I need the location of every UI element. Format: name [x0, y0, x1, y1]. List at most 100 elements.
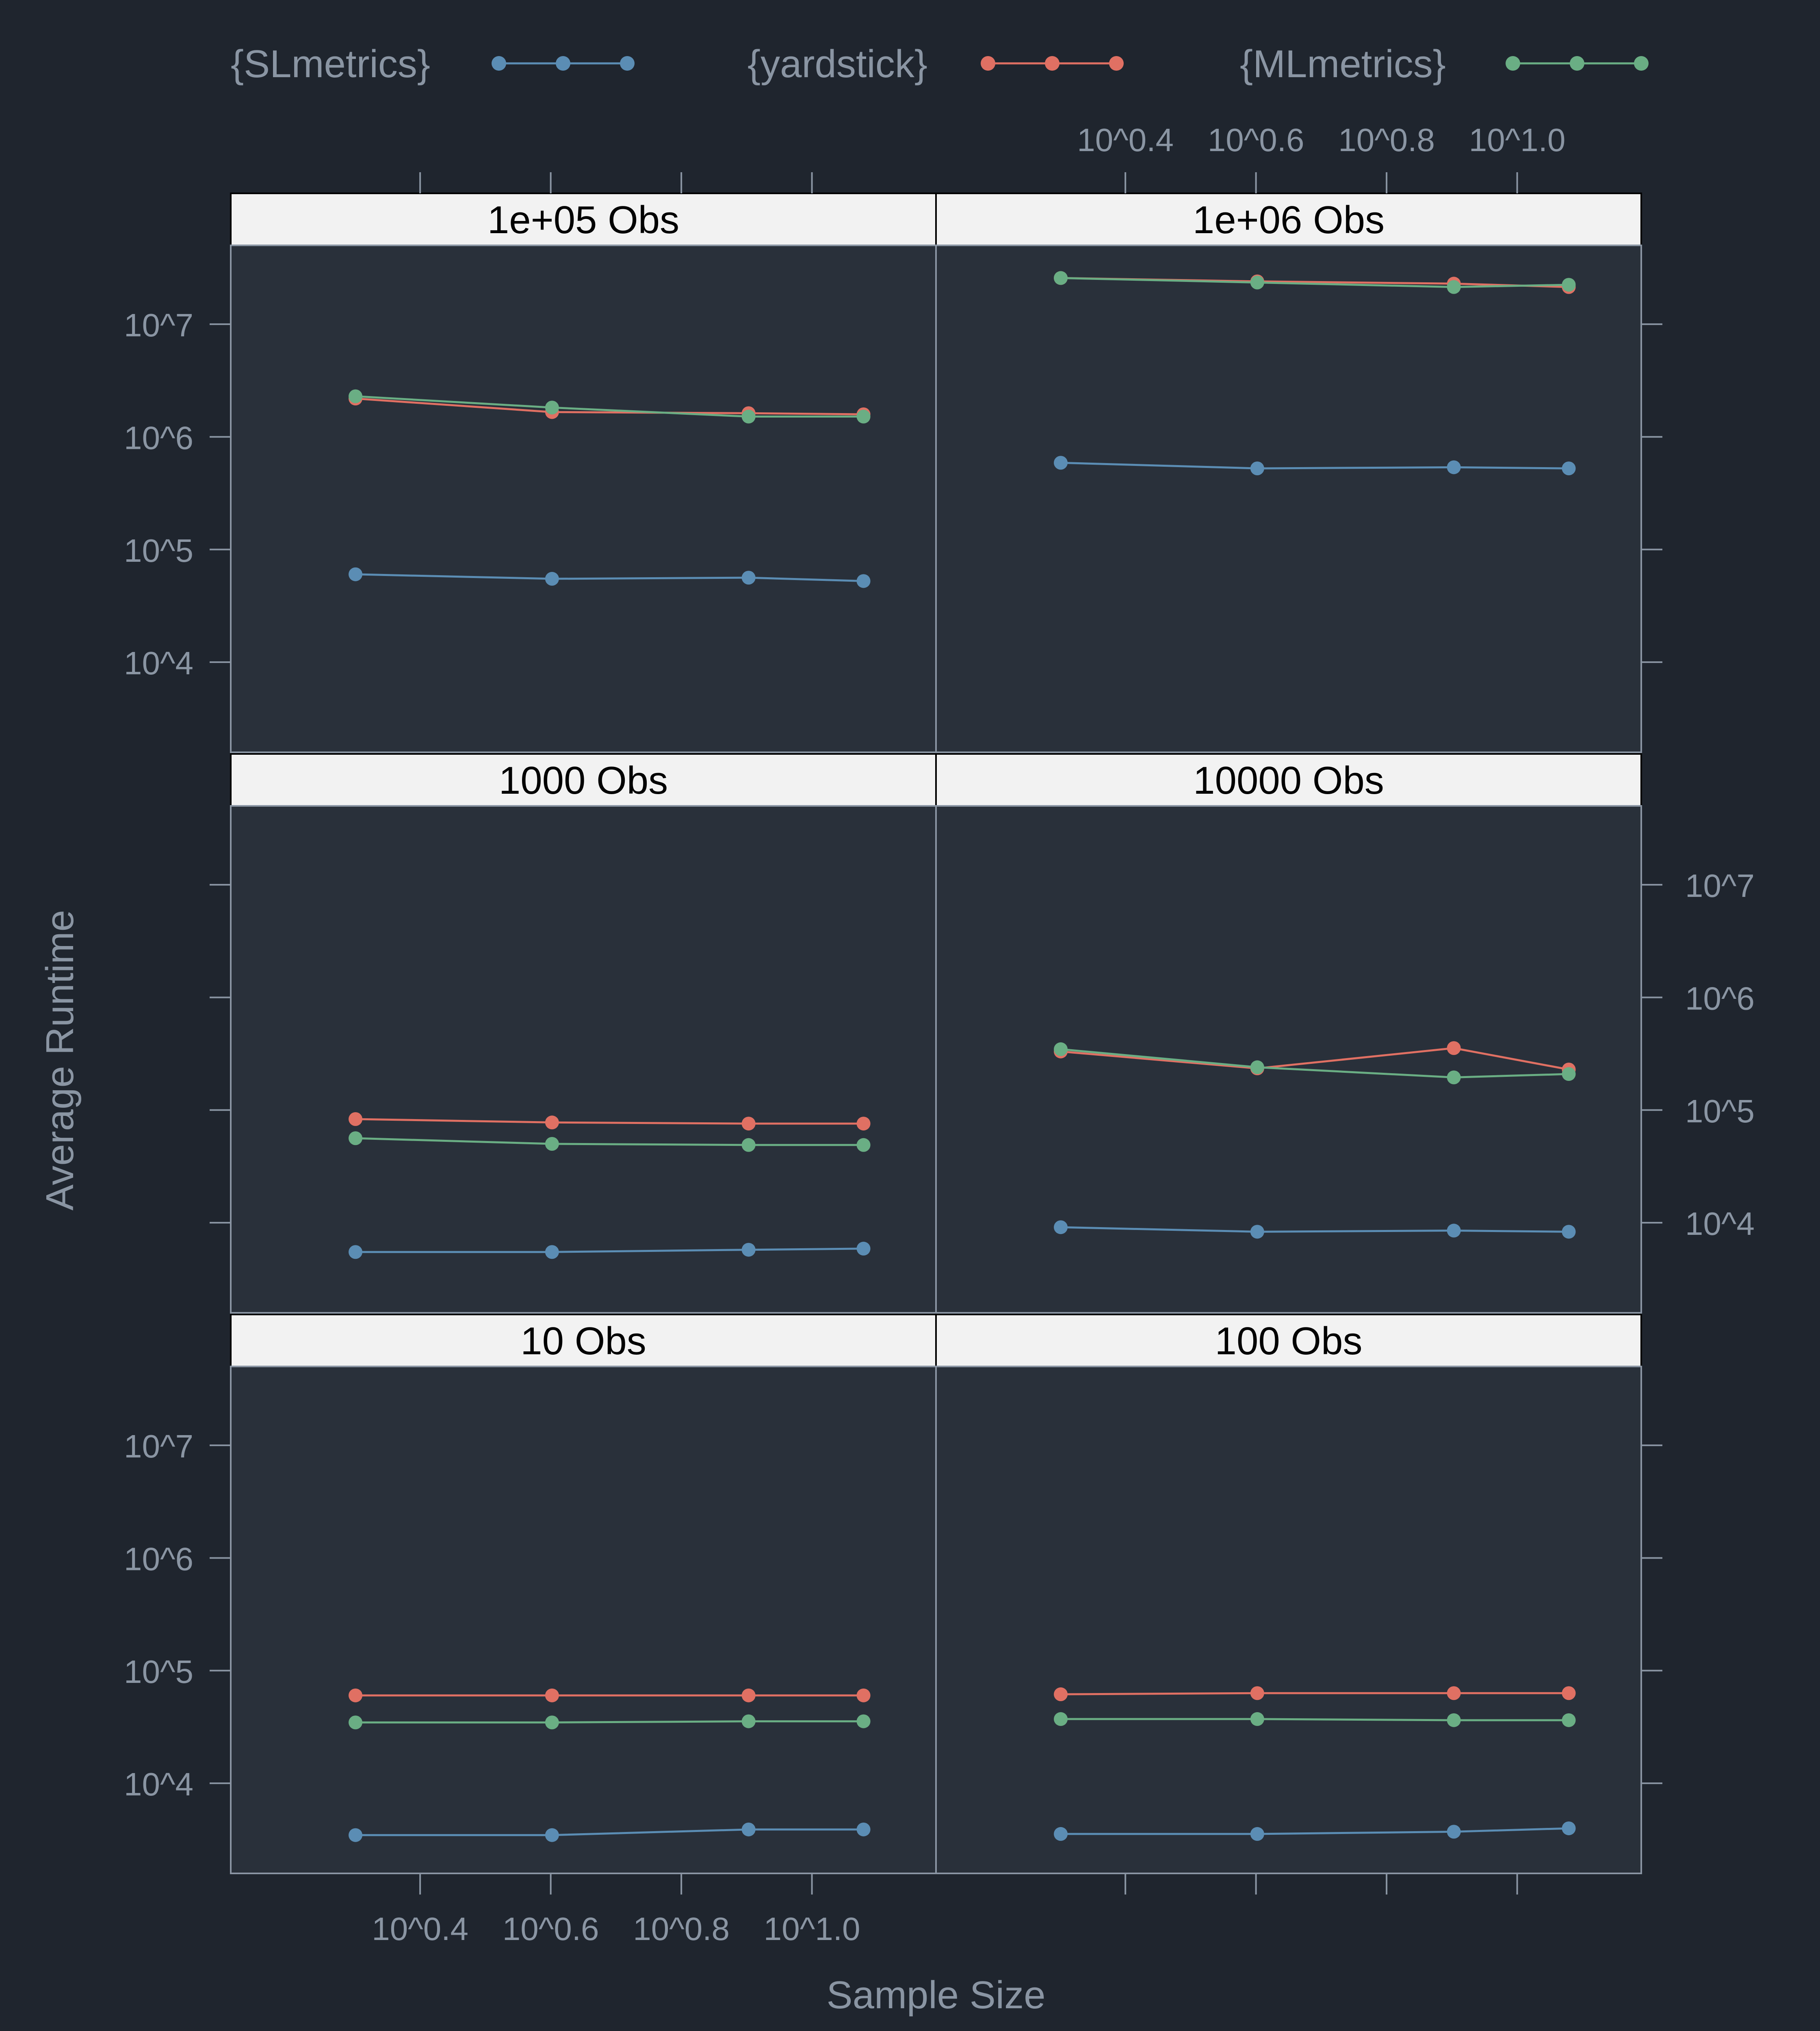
legend-point [556, 56, 570, 71]
panel: 100 Obs [935, 1314, 1642, 1874]
panel-title: 1e+05 Obs [488, 198, 679, 242]
axes-layer: 10^4 10^5 10^6 10^7 10^4 10^5 10^6 10^7 10^4 10^5… [124, 122, 1755, 1947]
panel-strip [230, 1314, 937, 1367]
legend-item: {SLmetrics} [231, 42, 635, 86]
data-point [741, 1822, 756, 1836]
data-point [1054, 1712, 1068, 1726]
x-tick-label: 10^0.8 [1338, 122, 1435, 158]
data-point [1562, 278, 1576, 292]
series-slmetrics [1054, 1220, 1576, 1239]
data-point [856, 1241, 871, 1256]
series-yardstick [349, 1112, 871, 1131]
series-line [1061, 1692, 1569, 1695]
data-point [1447, 1686, 1461, 1700]
panel-title: 1e+06 Obs [1193, 198, 1384, 242]
y-tick-label: 10^5 [124, 1654, 193, 1690]
series-yardstick [349, 1688, 871, 1702]
data-point [1447, 1223, 1461, 1238]
series-yardstick [1054, 1686, 1576, 1702]
data-point [1447, 1070, 1461, 1085]
panel-strip [230, 753, 937, 807]
panel-background [231, 245, 936, 752]
panel-background [231, 1366, 936, 1873]
y-tick-label: 10^7 [124, 1428, 193, 1464]
series-line [1060, 1048, 1569, 1078]
y-tick-label: 10^7 [1685, 868, 1755, 904]
series-mlmetrics [349, 389, 871, 424]
data-point [1054, 1827, 1068, 1841]
panel: 1e+05 Obs [230, 193, 937, 753]
y-tick-label: 10^6 [124, 420, 193, 456]
x-tick-label: 10^0.4 [1077, 122, 1174, 158]
data-point [349, 1688, 363, 1702]
data-point [545, 1137, 559, 1151]
panel: 10000 Obs [935, 753, 1642, 1314]
series-line [1061, 1827, 1569, 1835]
panel-strip [935, 193, 1642, 246]
data-point [856, 1117, 871, 1131]
data-point [1250, 1712, 1264, 1726]
data-point [741, 1688, 756, 1702]
panel-strip [935, 753, 1642, 807]
data-point [1054, 271, 1068, 285]
y-tick-label: 10^5 [124, 533, 193, 569]
legend-item: {MLmetrics} [1240, 42, 1649, 86]
data-point [741, 571, 756, 585]
series-slmetrics [349, 567, 871, 588]
data-point [1562, 1225, 1576, 1239]
data-point [349, 1112, 363, 1126]
series-line [1061, 1718, 1569, 1721]
data-point [349, 1245, 363, 1259]
data-point [1054, 1220, 1068, 1234]
data-point [545, 1115, 559, 1130]
data-point [1447, 1041, 1461, 1055]
data-point [545, 1688, 559, 1702]
data-point [856, 1688, 871, 1702]
data-point [1054, 1687, 1068, 1702]
x-tick-label: 10^1.0 [1469, 122, 1566, 158]
data-point [741, 1138, 756, 1152]
data-point [1447, 1713, 1461, 1727]
data-point [741, 409, 756, 424]
panel-border [935, 1366, 1642, 1874]
panel-title: 1000 Obs [499, 759, 668, 802]
y-axis-label: Average Runtime [38, 910, 82, 1210]
series-line [355, 573, 864, 582]
y-tick-label: 10^7 [124, 307, 193, 343]
series-mlmetrics [349, 1131, 871, 1152]
data-point [1447, 460, 1461, 474]
y-tick-label: 10^4 [124, 645, 193, 681]
series-line [355, 1720, 864, 1724]
y-tick-label: 10^4 [124, 1766, 193, 1802]
data-point [741, 1243, 756, 1257]
x-axis-label: Sample Size [827, 1973, 1046, 2017]
panel-background [231, 806, 936, 1313]
data-point [1562, 1713, 1576, 1727]
panel-background [936, 806, 1641, 1313]
data-point [1562, 461, 1576, 476]
x-tick-label: 10^0.8 [633, 1911, 730, 1947]
data-point [741, 1714, 756, 1728]
legend-point [1570, 56, 1584, 71]
series-mlmetrics [1054, 1712, 1576, 1727]
data-point [349, 1131, 363, 1145]
series-line [1060, 277, 1569, 288]
legend-point [1506, 56, 1520, 71]
data-point [1250, 1827, 1264, 1841]
legend-point [981, 56, 995, 71]
legend-point [1045, 56, 1060, 71]
series-slmetrics [1054, 1821, 1576, 1841]
data-point [856, 409, 871, 424]
panel-strip [230, 193, 937, 246]
series-line [355, 1137, 864, 1146]
series-line [1060, 1047, 1569, 1071]
series-line [355, 1118, 864, 1125]
series-line [355, 1247, 864, 1253]
series-line [1060, 1226, 1569, 1233]
series-line [355, 1828, 864, 1836]
data-point [545, 572, 559, 586]
data-point [1250, 1686, 1264, 1700]
series-mlmetrics [349, 1714, 871, 1730]
data-point [349, 1715, 363, 1730]
